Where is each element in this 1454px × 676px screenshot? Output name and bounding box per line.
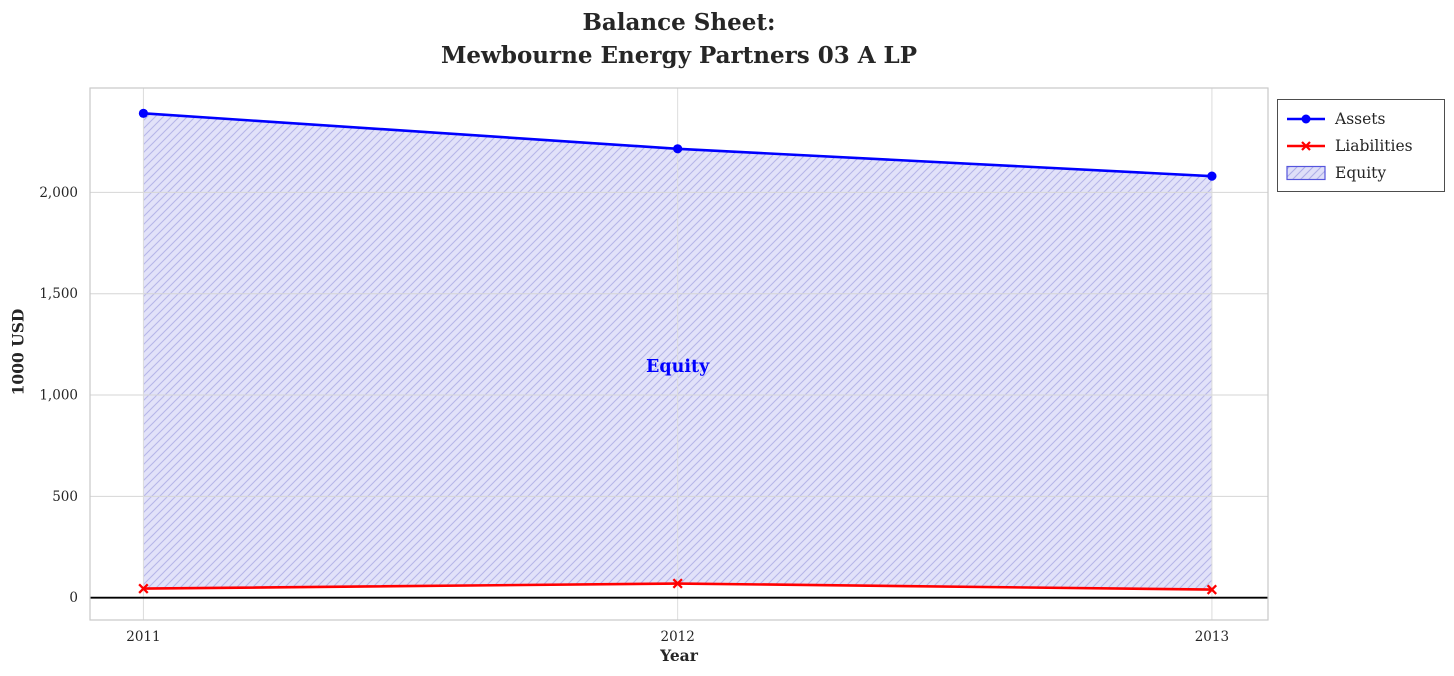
y-axis-label: 1000 USD (8, 308, 28, 396)
marker-circle (138, 108, 149, 118)
y-tick-label: 1,500 (39, 286, 78, 302)
plot-border (89, 87, 1269, 621)
equity-area-annotation: Equity (646, 356, 710, 377)
marker-x (672, 578, 683, 589)
y-tick-label: 500 (52, 489, 78, 505)
x-axis-label: Year (660, 646, 698, 665)
legend-item-liabilities: Liabilities (1284, 132, 1436, 159)
chart-title-line1: Balance Sheet: (582, 9, 776, 36)
x-tick-label: 2012 (660, 629, 694, 645)
chart-title: Balance Sheet: Mewbourne Energy Partners… (441, 6, 917, 72)
legend: Assets Liabilities Equity (1277, 99, 1445, 192)
legend-item-equity: Equity (1284, 159, 1436, 186)
x-tick-label: 2011 (126, 629, 160, 645)
marker-x (138, 583, 149, 594)
y-tick-label: 2,000 (39, 185, 78, 201)
assets-line-icon (1287, 114, 1325, 123)
liabilities-line-icon (1287, 140, 1325, 151)
marker-circle (1207, 171, 1217, 181)
legend-label-equity: Equity (1335, 163, 1387, 182)
legend-item-assets: Assets (1284, 105, 1436, 132)
x-tick-label: 2013 (1195, 629, 1229, 645)
marker-circle (673, 144, 683, 154)
marker-x (1206, 584, 1218, 595)
y-tick-label: 0 (69, 590, 78, 606)
y-tick-label: 1,000 (39, 388, 78, 404)
equity-hatch-swatch-icon (1286, 165, 1326, 180)
chart-title-line2: Mewbourne Energy Partners 03 A LP (440, 42, 918, 69)
legend-label-liabilities: Liabilities (1335, 136, 1413, 155)
legend-label-assets: Assets (1335, 109, 1386, 128)
